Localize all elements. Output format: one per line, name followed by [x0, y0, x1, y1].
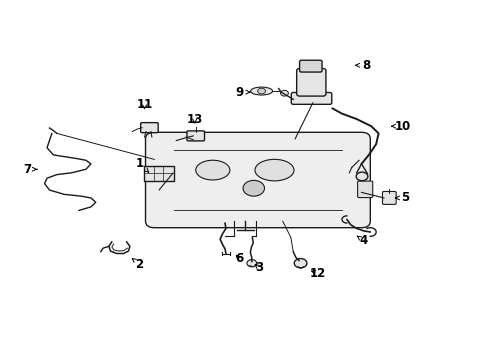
- Text: 9: 9: [235, 86, 249, 99]
- Text: 11: 11: [136, 98, 152, 111]
- Text: 4: 4: [356, 234, 367, 247]
- Ellipse shape: [250, 87, 272, 95]
- Text: 2: 2: [132, 258, 143, 271]
- Circle shape: [280, 90, 288, 96]
- FancyBboxPatch shape: [141, 123, 158, 133]
- Text: 8: 8: [355, 59, 370, 72]
- Circle shape: [355, 172, 367, 181]
- Text: 6: 6: [235, 252, 243, 265]
- FancyBboxPatch shape: [382, 192, 395, 204]
- Text: 13: 13: [186, 113, 203, 126]
- FancyBboxPatch shape: [357, 181, 372, 198]
- Text: 10: 10: [391, 120, 410, 133]
- Ellipse shape: [254, 159, 293, 181]
- Circle shape: [257, 88, 265, 94]
- FancyBboxPatch shape: [299, 60, 322, 72]
- FancyBboxPatch shape: [291, 93, 331, 104]
- Text: 1: 1: [135, 157, 148, 172]
- Text: 7: 7: [23, 163, 37, 176]
- Text: 3: 3: [255, 261, 263, 274]
- Text: 5: 5: [395, 192, 408, 204]
- Circle shape: [243, 180, 264, 196]
- FancyBboxPatch shape: [296, 68, 325, 96]
- FancyBboxPatch shape: [145, 132, 369, 228]
- FancyBboxPatch shape: [143, 166, 173, 181]
- Circle shape: [294, 258, 306, 268]
- Circle shape: [246, 260, 256, 267]
- Text: 12: 12: [309, 267, 325, 280]
- FancyBboxPatch shape: [186, 131, 204, 141]
- Ellipse shape: [195, 160, 229, 180]
